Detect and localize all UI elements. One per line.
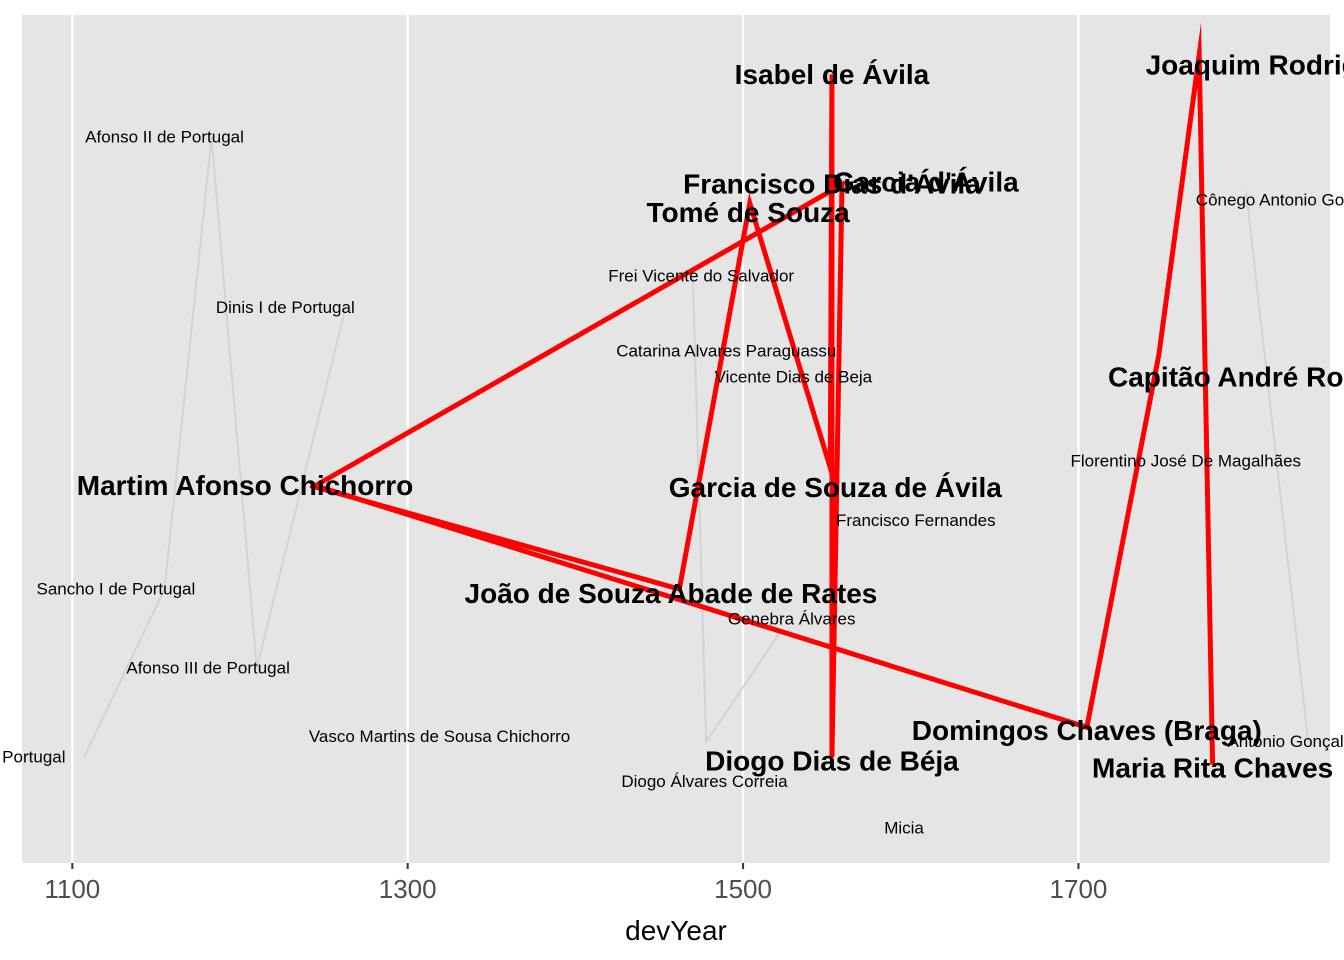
- gridlines: [71, 15, 1080, 863]
- point-label: Diogo Álvares Correia: [621, 772, 788, 791]
- x-axis-title: devYear: [625, 915, 727, 946]
- point-label: Frei Vicente do Salvador: [608, 267, 794, 286]
- x-axis: 1100 1300 1500 1700: [44, 863, 1107, 904]
- background-series-line: [691, 276, 783, 745]
- point-label: Vicente Dias de Beja: [715, 368, 873, 387]
- highlight-point-label: Joaquim Rodrigues Chaves: [1146, 50, 1344, 81]
- highlight-line: [309, 22, 1216, 765]
- highlight-point-label: Maria Rita Chaves: [1092, 753, 1333, 784]
- highlight-point-label: Domingos Chaves (Braga): [912, 715, 1262, 746]
- highlight-point-label: Tomé de Souza: [646, 197, 850, 228]
- highlight-series-line: [309, 22, 1216, 765]
- x-tick-label: 1100: [44, 874, 100, 904]
- point-label: Catarina Alvares Paraguassu: [616, 341, 836, 360]
- point-label: Micia: [884, 819, 924, 838]
- highlight-point-label: Garcia de Souza de Ávila: [669, 472, 1002, 503]
- background-series-line: [83, 137, 347, 758]
- background-lines: [83, 137, 1310, 758]
- point-label: Dinis I de Portugal: [216, 298, 355, 317]
- highlight-point-label: João de Souza Abade de Rates: [465, 578, 878, 609]
- highlight-point-label: Diogo Dias de Béja: [705, 746, 959, 777]
- point-labels: Isabel de Ávila Joaquim Rodrigues Chaves A…: [0, 50, 1344, 838]
- point-label: Genebra Álvares: [728, 609, 856, 628]
- highlight-point-label: Martim Afonso Chichorro: [77, 470, 414, 501]
- point-label: Florentino José De Magalhães: [1070, 452, 1301, 471]
- highlight-point-label: Francisco Dias d'Ávila: [683, 168, 981, 199]
- highlight-point-label: Garcia d'Ávila: [833, 167, 1019, 198]
- point-label: Sancho I de Portugal: [37, 580, 196, 599]
- point-label: Antonio Gonçalves Chaves: [1227, 732, 1344, 751]
- x-tick-label: 1700: [1050, 874, 1108, 904]
- x-tick-label: 1300: [379, 874, 437, 904]
- background-series-line: [1245, 191, 1310, 742]
- plot-panel: [22, 15, 1330, 863]
- point-label: Afonso I de Portugal: [0, 748, 65, 767]
- point-label: Cônego Antonio Gonçalves Chaves: [1196, 190, 1344, 209]
- highlight-point-label: Isabel de Ávila: [735, 59, 930, 90]
- x-tick-label: 1500: [714, 874, 772, 904]
- point-label: Vasco Martins de Sousa Chichorro: [309, 727, 570, 746]
- point-label: Francisco Fernandes: [836, 511, 996, 530]
- highlight-point-label: Capitão André Rodrigues Chaves: [1108, 362, 1344, 393]
- point-label: Afonso III de Portugal: [126, 658, 290, 677]
- point-label: Afonso II de Portugal: [85, 128, 244, 147]
